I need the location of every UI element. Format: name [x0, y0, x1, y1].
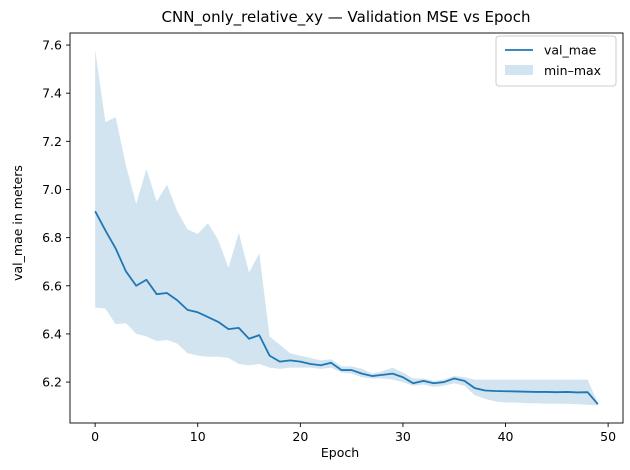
- x-tick-label: 20: [292, 429, 308, 444]
- legend-box: [495, 35, 617, 87]
- x-tick-label: 0: [91, 429, 99, 444]
- y-axis-label: val_mae in meters: [10, 165, 25, 281]
- y-axis: 6.2 6.4 6.6 6.8 7.0 7.2 7.4 7.6: [42, 38, 70, 390]
- axes-frame: [69, 32, 624, 424]
- x-tick-label: 50: [600, 429, 616, 444]
- plot-area: [69, 32, 624, 424]
- y-tick-label: 6.4: [42, 326, 62, 341]
- x-tick-label: 40: [498, 429, 514, 444]
- val-mae-line: [94, 210, 599, 405]
- x-tick-label: 10: [190, 429, 206, 444]
- y-tick-label: 7.2: [42, 134, 62, 149]
- x-axis-label: Epoch: [321, 445, 359, 460]
- legend-label-val-mae: val_mae: [544, 43, 597, 58]
- min-max-band: [95, 49, 598, 406]
- y-tick-label: 6.2: [42, 375, 62, 390]
- x-tick-label: 30: [395, 429, 411, 444]
- legend-band-swatch: [505, 65, 533, 75]
- y-tick-label: 7.0: [42, 182, 62, 197]
- y-tick-label: 7.4: [42, 86, 62, 101]
- y-tick-label: 6.6: [42, 278, 62, 293]
- x-axis: 0 10 20 30 40 50: [91, 423, 616, 444]
- y-tick-label: 7.6: [42, 38, 62, 53]
- legend: val_mae min–max: [495, 35, 617, 87]
- legend-label-min-max: min–max: [544, 63, 601, 78]
- chart-title: CNN_only_relative_xy — Validation MSE vs…: [162, 8, 531, 27]
- y-tick-label: 6.8: [42, 230, 62, 245]
